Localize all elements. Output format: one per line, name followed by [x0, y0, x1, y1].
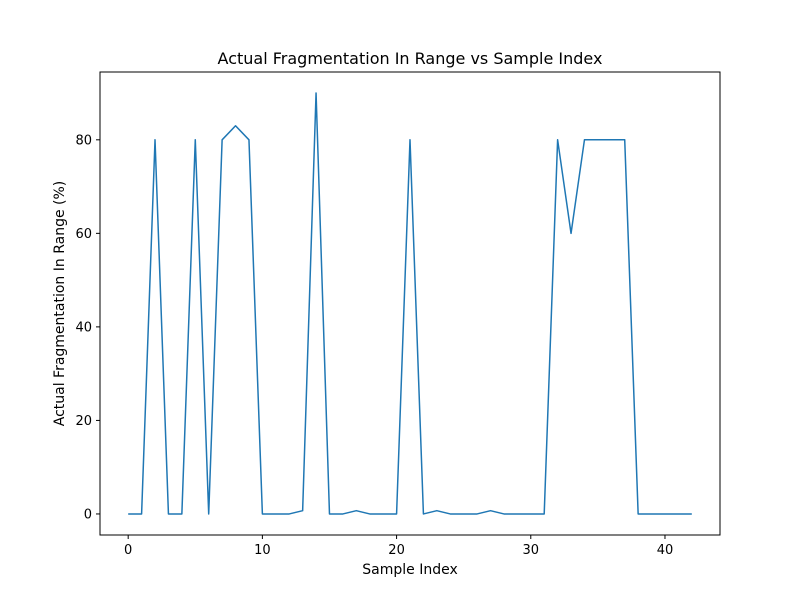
x-tick-label: 30 [523, 543, 540, 558]
y-tick-label: 80 [75, 133, 92, 148]
plot-area [128, 92, 692, 515]
y-axis: 0 20 40 60 80 [75, 133, 100, 522]
y-tick-label: 0 [84, 507, 92, 522]
series-line-0 [128, 92, 692, 515]
y-axis-label: Actual Fragmentation In Range (%) [52, 181, 68, 427]
y-tick-label: 20 [75, 414, 92, 429]
x-tick-label: 40 [657, 543, 674, 558]
y-tick-label: 40 [75, 320, 92, 335]
x-tick-label: 10 [254, 543, 271, 558]
x-axis: 0 10 20 30 40 [124, 535, 673, 558]
chart-title: Actual Fragmentation In Range vs Sample … [218, 49, 603, 68]
x-tick-label: 20 [388, 543, 405, 558]
x-axis-label: Sample Index [362, 562, 457, 578]
y-tick-label: 60 [75, 227, 92, 242]
plot-frame [99, 71, 721, 536]
x-tick-label: 0 [124, 543, 132, 558]
